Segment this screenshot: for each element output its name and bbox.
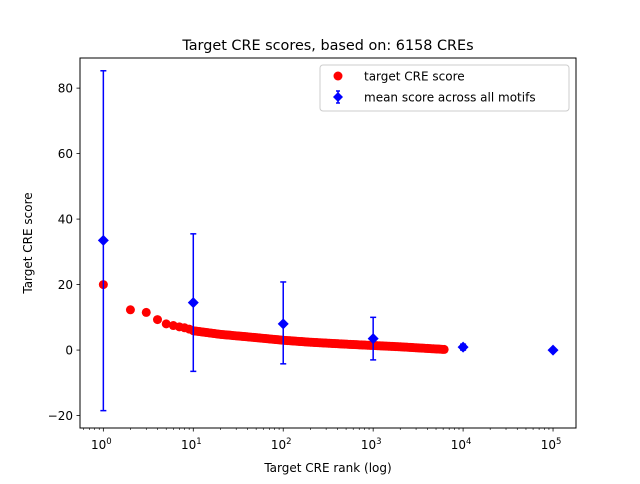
y-tick-label: 80 xyxy=(58,82,73,96)
y-tick-label: 40 xyxy=(58,213,73,227)
target-score-point xyxy=(152,315,162,325)
legend-label-mean-score: mean score across all motifs xyxy=(364,91,536,105)
target-score-point xyxy=(141,307,151,317)
x-tick-label: 105 xyxy=(541,437,562,452)
x-tick-label: 104 xyxy=(451,437,472,452)
mean-score-diamond xyxy=(547,344,559,356)
legend-label-target-score: target CRE score xyxy=(364,70,465,84)
target-score-point xyxy=(439,344,449,354)
y-tick-label: 20 xyxy=(58,278,73,292)
legend-marker-mean-diamond xyxy=(333,92,343,102)
legend-box xyxy=(319,64,570,112)
x-tick-label: 103 xyxy=(361,437,382,452)
x-axis-label: Target CRE rank (log) xyxy=(263,461,391,475)
mean-score-diamond xyxy=(367,333,379,345)
chart-title: Target CRE scores, based on: 6158 CREs xyxy=(181,38,473,54)
x-tick-label: 102 xyxy=(271,437,292,452)
mean-score-diamond xyxy=(187,297,199,309)
legend: target CRE score mean score across all m… xyxy=(319,64,570,112)
target-score-point xyxy=(125,305,135,315)
mean-score-diamond xyxy=(457,341,469,353)
legend-marker-target-score xyxy=(333,71,343,81)
mean-score-diamond xyxy=(97,234,109,246)
y-tick-label: 0 xyxy=(65,344,73,358)
y-axis-label: Target CRE score xyxy=(21,192,35,294)
target-score-point xyxy=(161,319,171,329)
x-tick-label: 101 xyxy=(181,437,202,452)
x-tick-label: 100 xyxy=(91,437,112,452)
y-tick-label: 60 xyxy=(58,147,73,161)
mean-score-diamond xyxy=(277,318,289,330)
y-tick-label: −20 xyxy=(48,409,73,423)
plot-frame xyxy=(79,57,577,429)
